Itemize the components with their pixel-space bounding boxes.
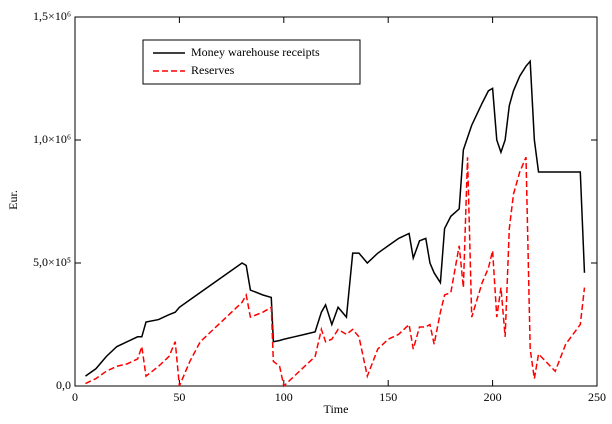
x-tick-label: 250 — [588, 390, 606, 404]
x-tick-label: 150 — [379, 390, 397, 404]
series-line — [85, 156, 586, 388]
y-tick-label: 1,5×10⁶ — [33, 9, 71, 23]
x-tick-label: 100 — [275, 390, 293, 404]
series-line — [85, 59, 586, 377]
y-tick-label: 0,0 — [56, 378, 71, 392]
x-tick-label: 0 — [72, 390, 78, 404]
y-axis-label: Eur. — [6, 190, 20, 210]
legend-label: Reserves — [191, 63, 235, 77]
legend-label: Money warehouse receipts — [191, 45, 320, 59]
y-tick-label: 5,0×10⁵ — [33, 255, 71, 269]
x-tick-label: 50 — [173, 390, 185, 404]
x-axis-label: Time — [324, 402, 349, 416]
x-tick-label: 200 — [484, 390, 502, 404]
y-tick-label: 1,0×10⁶ — [33, 132, 71, 146]
legend-box — [142, 39, 361, 85]
plot-frame — [74, 16, 598, 387]
